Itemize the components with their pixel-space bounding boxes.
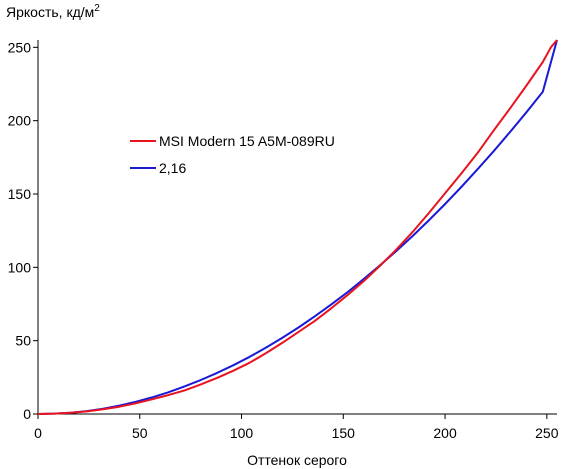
series-line-gamma <box>37 39 558 415</box>
legend-label-msi: MSI Modern 15 A5M-089RU <box>159 133 335 149</box>
x-tick-label: 250 <box>535 425 559 441</box>
y-axis-title: Яркость, кд/м2 <box>6 3 100 20</box>
y-axis: 0 50 100 150 200 250 <box>8 39 38 422</box>
x-tick-label: 200 <box>433 425 457 441</box>
x-axis: 0 50 100 150 200 250 <box>34 414 559 441</box>
series-line-msi <box>37 39 558 415</box>
series-layer <box>37 39 558 415</box>
legend: MSI Modern 15 A5M-089RU 2,16 <box>130 133 335 176</box>
x-axis-title: Оттенок серого <box>247 452 347 468</box>
y-tick-label: 100 <box>8 259 32 275</box>
y-tick-label: 200 <box>8 113 32 129</box>
y-tick-label: 0 <box>23 406 31 422</box>
y-tick-label: 150 <box>8 186 32 202</box>
legend-label-gamma: 2,16 <box>159 160 186 176</box>
x-tick-label: 0 <box>34 425 42 441</box>
y-tick-label: 50 <box>15 333 31 349</box>
x-tick-label: 50 <box>132 425 148 441</box>
x-tick-label: 150 <box>332 425 356 441</box>
x-tick-label: 100 <box>230 425 254 441</box>
y-tick-label: 250 <box>8 39 32 55</box>
